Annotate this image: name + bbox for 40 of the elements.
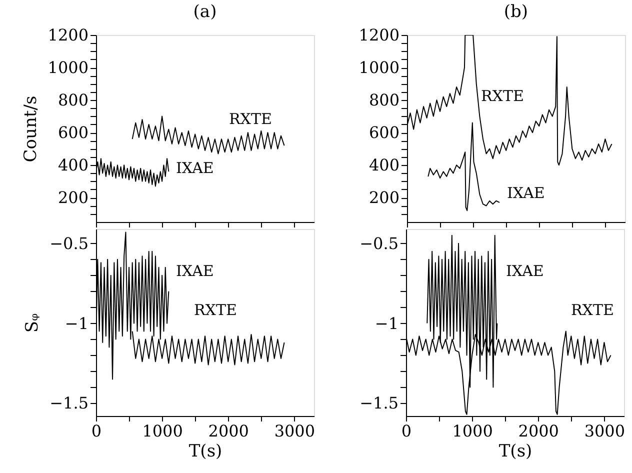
series-label: RXTE [481,87,524,105]
y-tick-label: 1200 [48,26,88,44]
y-tick-label: −0.5 [50,234,88,253]
y-tick-label: −0.5 [360,234,398,253]
series-label: RXTE [571,301,614,319]
series-label: IXAE [506,262,544,280]
y-tick-label: −1.5 [360,394,398,413]
x-tick-label: 2000 [208,422,249,440]
x-tick-label: 0 [401,422,412,440]
x-axis-title: T(s) [188,442,222,462]
series-label: IXAE [507,184,545,202]
x-tick-label: 2000 [518,422,559,440]
x-tick-label: 1000 [452,422,493,440]
y-tick-label: 400 [58,156,88,175]
y-tick-label: 400 [368,156,400,175]
y-tick-label: 600 [58,123,88,142]
series-label: RXTE [229,110,272,128]
series-label: IXAE [176,262,214,280]
x-tick-label: 0 [91,422,102,440]
y-tick-label: 200 [58,188,88,208]
y-tick-label: 600 [368,123,400,142]
x-tick-label: 3000 [274,422,316,440]
y-tick-label: 1000 [48,58,88,78]
y-tick-label: 200 [368,188,400,208]
y-tick-label: 800 [58,90,88,110]
y-tick-label: −1 [374,314,398,333]
x-tick-label: 3000 [584,422,626,440]
y-tick-label: 1200 [358,26,400,44]
series-label: RXTE [194,301,237,319]
y-tick-label: 800 [368,90,400,110]
series-label: IXAE [176,159,214,177]
y-axis-title: Sᵩ [22,312,43,333]
x-tick-label: 1000 [142,422,183,440]
x-axis-title: T(s) [498,442,532,462]
y-axis-title: Count/s [20,96,41,162]
chart-title: (b) [504,2,528,22]
y-tick-label: 1000 [358,58,400,78]
chart-title: (a) [193,2,217,22]
y-tick-label: −1.5 [50,394,88,413]
y-tick-label: −1 [64,314,88,333]
